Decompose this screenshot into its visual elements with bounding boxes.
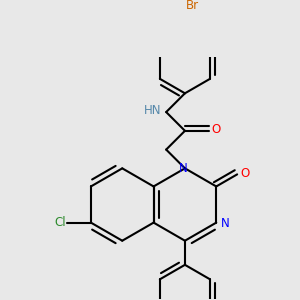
Text: HN: HN <box>144 104 161 117</box>
Text: O: O <box>241 167 250 180</box>
Text: O: O <box>212 123 221 136</box>
Text: N: N <box>179 162 188 175</box>
Text: Br: Br <box>186 0 199 13</box>
Text: N: N <box>221 217 230 230</box>
Text: Cl: Cl <box>54 216 66 229</box>
